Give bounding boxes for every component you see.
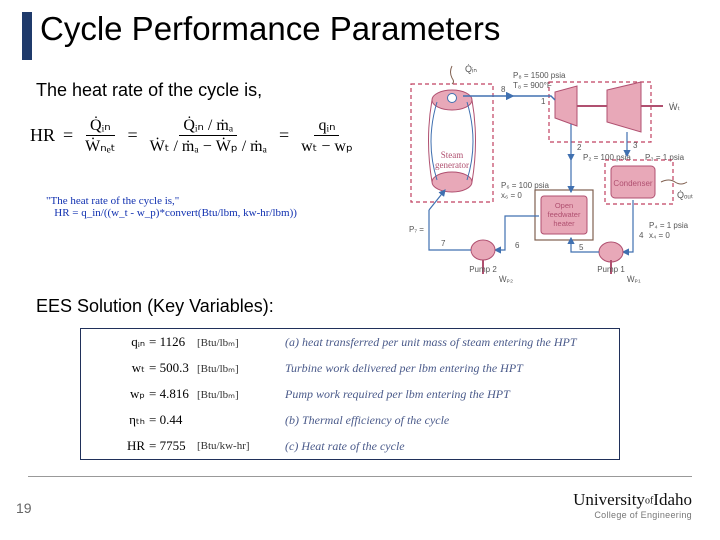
page-number: 19 [16,500,32,516]
subtitle-text: The heat rate of the cycle is, [36,80,262,101]
formula-frac2: Q̇ᵢₙ / ṁₐ Ẇₜ / ṁₐ − Ẇₚ / ṁₐ [146,115,271,156]
svg-text:P₆ = 100 psia: P₆ = 100 psia [501,181,549,190]
table-row: wₜ = 500.3 [Btu/lbₘ] Turbine work delive… [81,355,619,381]
table-row: wₚ = 4.816 [Btu/lbₘ] Pump work required … [81,381,619,407]
svg-text:4: 4 [639,231,644,240]
results-table: qᵢₙ = 1126 [Btu/lbₘ] (a) heat transferre… [80,328,620,460]
svg-text:2: 2 [577,143,582,152]
svg-text:P₃ = 1 psia: P₃ = 1 psia [645,153,685,162]
formula-frac1: Q̇ᵢₙ Ẇₙₑₜ [81,115,119,156]
svg-text:heater: heater [553,219,575,228]
svg-text:Open: Open [555,201,573,210]
table-row: ηₜₕ = 0.44 (b) Thermal efficiency of the… [81,407,619,433]
svg-text:T₈ = 900°F: T₈ = 900°F [513,81,552,90]
svg-text:6: 6 [515,241,520,250]
footer-divider [28,476,692,477]
svg-text:1: 1 [541,97,546,106]
formula-eq2: = [127,125,137,146]
svg-text:P₇ =: P₇ = [409,225,424,234]
ees-code-block: "The heat rate of the cycle is," HR = q_… [46,195,297,219]
svg-text:Steam: Steam [441,150,464,160]
svg-text:Q̇ᵢₙ: Q̇ᵢₙ [465,64,477,74]
svg-text:x₆ = 0: x₆ = 0 [501,191,522,200]
svg-text:Condenser: Condenser [613,179,652,188]
formula-frac3: qᵢₙ wₜ − wₚ [297,115,357,156]
svg-text:P₂ = 100 psia: P₂ = 100 psia [583,153,631,162]
svg-text:P₈ = 1500 psia: P₈ = 1500 psia [513,71,566,80]
svg-text:Ẇₚ₂: Ẇₚ₂ [499,275,513,284]
svg-text:feedwater: feedwater [548,210,581,219]
svg-text:5: 5 [579,243,584,252]
svg-text:Ẇₚ₁: Ẇₚ₁ [627,275,641,284]
svg-text:7: 7 [441,239,446,248]
svg-text:Pump 2: Pump 2 [469,265,497,274]
svg-text:3: 3 [633,141,638,150]
title-accent-bar [22,12,32,60]
table-row: HR = 7755 [Btu/kw-hr] (c) Heat rate of t… [81,433,619,459]
svg-text:generator: generator [435,160,469,170]
formula-eq1: = [63,125,73,146]
svg-text:Ẇₜ: Ẇₜ [669,102,680,112]
table-row: qᵢₙ = 1126 [Btu/lbₘ] (a) heat transferre… [81,329,619,355]
svg-text:Q̇ₒᵤₜ: Q̇ₒᵤₜ [677,190,694,200]
ees-solution-heading: EES Solution (Key Variables): [36,296,274,317]
svg-text:Pump 1: Pump 1 [597,265,625,274]
formula-eq3: = [279,125,289,146]
footer-logo: UniversityofIdaho College of Engineering [573,490,692,520]
page-title: Cycle Performance Parameters [40,10,500,48]
svg-text:P₄ = 1 psia: P₄ = 1 psia [649,221,689,230]
svg-text:8: 8 [501,85,506,94]
formula-lhs: HR [30,125,55,146]
rankine-cycle-schematic: Steam generator Q̇ᵢₙ 8 1 P₈ = 1500 psia … [405,60,715,290]
svg-text:x₄ = 0: x₄ = 0 [649,231,670,240]
